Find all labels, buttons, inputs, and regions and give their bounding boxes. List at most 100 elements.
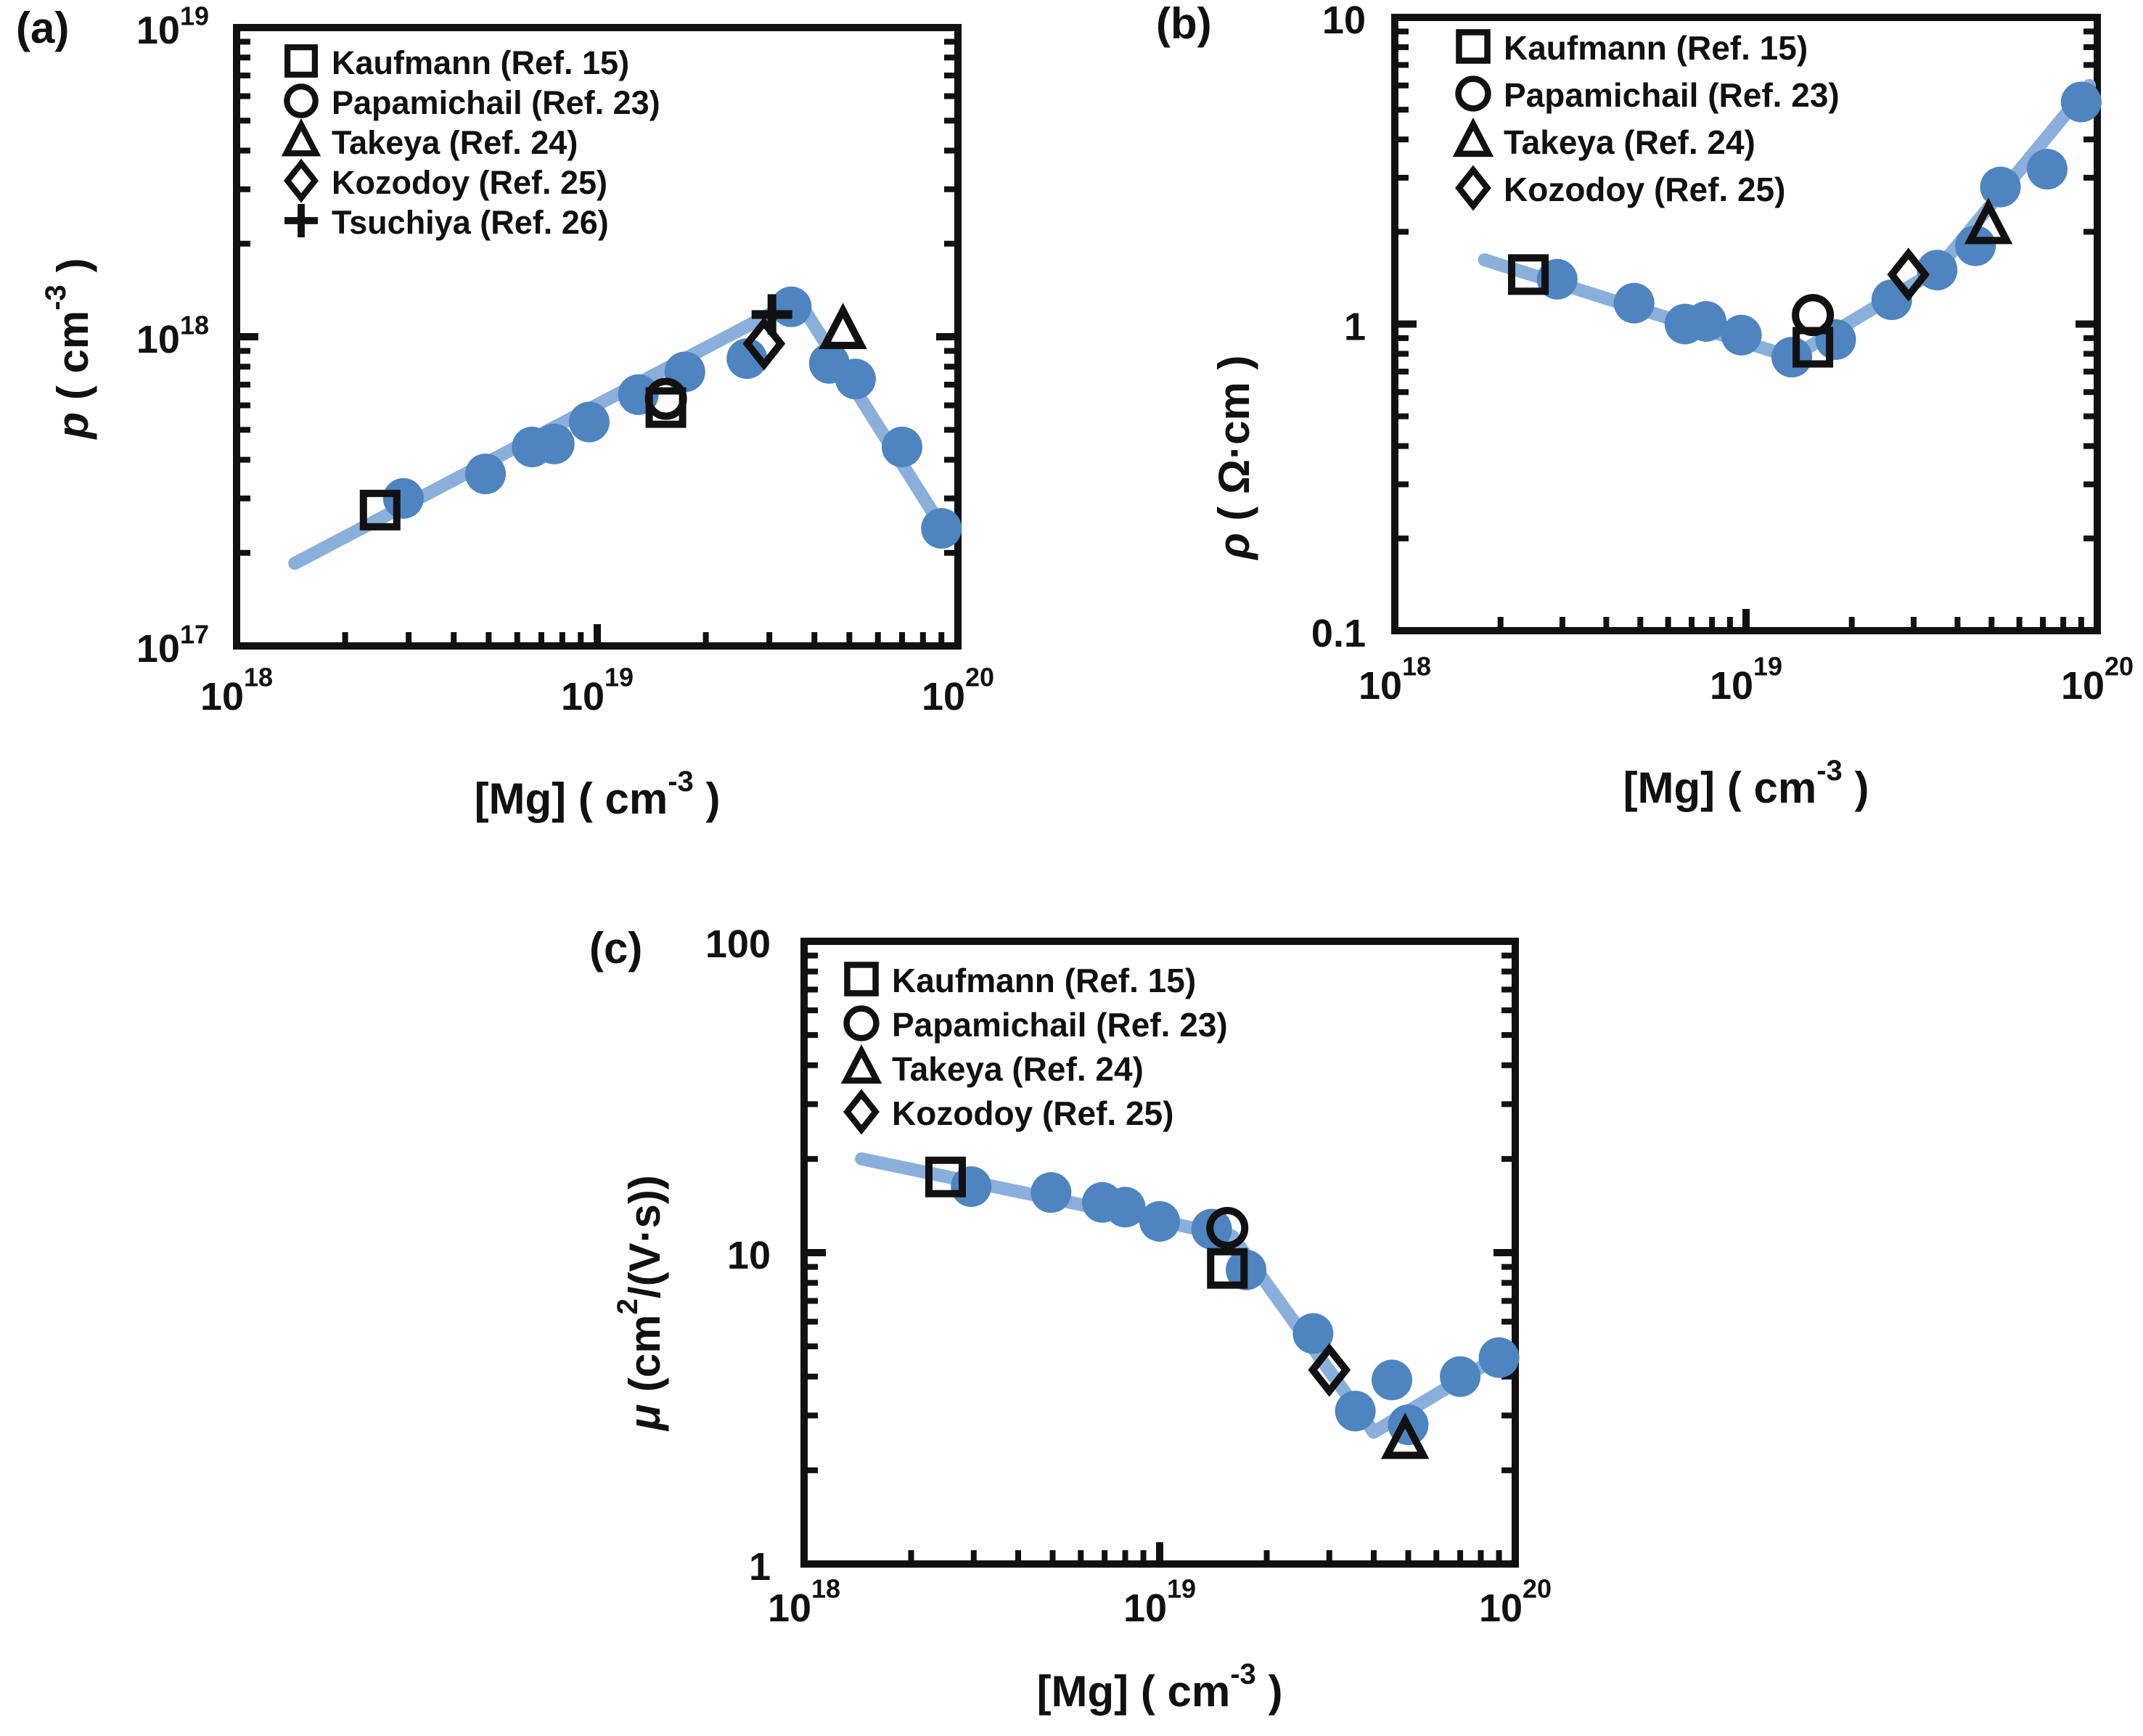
panel-a-data-point xyxy=(771,286,812,327)
panel-b-data-point xyxy=(1917,250,1958,291)
panel-b-data-point xyxy=(2026,149,2068,190)
panel-c-data-point xyxy=(1372,1359,1413,1401)
legend-item: Kozodoy (Ref. 25) xyxy=(1455,165,1785,211)
legend-item: Kozodoy (Ref. 25) xyxy=(283,158,607,203)
panel-b-x-axis-title: [Mg] ( cm-3 ) xyxy=(1623,755,1869,811)
open-square-icon xyxy=(844,962,879,996)
panel-c-data-point xyxy=(1105,1187,1146,1228)
panel-c-ticks xyxy=(804,952,1515,1564)
panel-a-data-point xyxy=(921,508,962,549)
legend-item: Takeya (Ref. 24) xyxy=(281,118,578,161)
legend-item-label: Takeya (Ref. 24) xyxy=(1504,123,1755,161)
panel-a-x-tick-label: 1018 xyxy=(200,663,273,719)
panel-b-y-tick-label: 10 xyxy=(1322,0,1366,42)
panel-c-legend: Kaufmann (Ref. 15) Papamichail (Ref. 23) T… xyxy=(840,962,1228,1135)
panel-b-data-point xyxy=(2060,81,2102,123)
panel-b-ref-point-open-circle xyxy=(1792,294,1835,337)
panel-a-data-point xyxy=(465,454,507,495)
legend-item-label: Kaufmann (Ref. 15) xyxy=(332,44,629,81)
panel-a-data-point xyxy=(882,426,923,467)
legend-item-label: Kaufmann (Ref. 15) xyxy=(1504,29,1808,67)
panel-c-ref-point-open-circle xyxy=(1206,1207,1249,1250)
panel-a-x-tick-label: 1020 xyxy=(922,663,994,719)
panel-a-data-point xyxy=(533,423,575,464)
panel-a-y-tick-label: 1018 xyxy=(136,310,209,361)
open-diamond-icon xyxy=(843,1089,880,1135)
legend-item-label: Kozodoy (Ref. 25) xyxy=(1504,171,1785,208)
open-circle-icon xyxy=(284,83,319,118)
panel-c-x-tick-label: 1020 xyxy=(1479,1574,1552,1631)
panel-b-ticks xyxy=(1395,28,2097,631)
panel-a-ref-point-open-circle xyxy=(644,377,687,420)
panel-a-y-axis-title: p ( cm-3 ) xyxy=(40,258,97,441)
panel-a-ticks xyxy=(237,38,958,646)
panel-b-legend: Kaufmann (Ref. 15) Papamichail (Ref. 23) T… xyxy=(1452,29,1840,211)
open-diamond-icon xyxy=(1455,165,1491,211)
panel-b-x-tick-label: 1020 xyxy=(2061,652,2134,708)
panel-a-data-point xyxy=(568,401,610,443)
legend-item-label: Kaufmann (Ref. 15) xyxy=(892,962,1196,999)
panel-b-data-point xyxy=(1871,279,1912,321)
panel-c-y-axis-title: μ (cm2/(V·s)) xyxy=(612,1175,668,1432)
panel-c-y-tick-label: 1 xyxy=(749,1545,771,1589)
plus-icon xyxy=(284,204,318,237)
panel-c-data-point xyxy=(1030,1172,1072,1213)
panel-a-x-tick-label: 1019 xyxy=(561,663,634,719)
panel-c-x-axis-title: [Mg] ( cm-3 ) xyxy=(1037,1658,1283,1715)
panel-c-data-point xyxy=(1139,1200,1180,1242)
legend-item-label: Papamichail (Ref. 23) xyxy=(892,1006,1228,1044)
panel-b-ref-point-open-diamond xyxy=(1887,247,1930,302)
panel-c-x-tick-label: 1019 xyxy=(1123,1574,1196,1631)
panel-b-data-point xyxy=(1613,282,1655,324)
panel-c-data-point xyxy=(1335,1391,1376,1432)
panel-a-ref-point-open-square xyxy=(359,489,401,531)
panel-c-ref-point-open-diamond xyxy=(1308,1343,1351,1397)
panel-b-label: (b) xyxy=(1156,0,1212,48)
panel-c-y-tick-label: 100 xyxy=(705,922,771,966)
panel-a-label: (a) xyxy=(16,4,69,52)
panel-b-ref-point-open-square xyxy=(1508,254,1549,295)
panel-a-ref-point-open-triangle xyxy=(819,303,867,349)
panel-c-y-tick-label: 10 xyxy=(727,1234,771,1277)
legend-item: Kaufmann (Ref. 15) xyxy=(1456,29,1808,67)
legend-item: Papamichail (Ref. 23) xyxy=(1455,75,1840,114)
open-circle-icon xyxy=(1455,75,1491,112)
panel-b-data-point xyxy=(1815,319,1856,360)
legend-item: Kaufmann (Ref. 15) xyxy=(844,962,1196,999)
panel-b-x-tick-label: 1018 xyxy=(1359,652,1431,708)
panel-c: 1018 1019 1020 100 10 1 [Mg] ( cm-3 ) μ (cm2/(V… xyxy=(589,922,1552,1716)
legend-item: Papamichail (Ref. 23) xyxy=(843,1005,1228,1044)
panel-a-y-tick-label: 1017 xyxy=(136,619,209,671)
open-square-icon xyxy=(1456,29,1491,64)
panel-b-data-point xyxy=(1980,166,2021,208)
panel-b-data-point xyxy=(1721,314,1762,356)
panel-a-data-point xyxy=(726,338,768,380)
open-triangle-icon xyxy=(840,1044,882,1084)
open-diamond-icon xyxy=(283,158,319,203)
legend-item: Tsuchiya (Ref. 26) xyxy=(284,204,609,241)
legend-item: Takeya (Ref. 24) xyxy=(840,1044,1144,1088)
legend-item-label: Papamichail (Ref. 23) xyxy=(1504,76,1840,114)
panel-c-data-point xyxy=(951,1166,992,1207)
panel-c-ref-point-open-square xyxy=(925,1156,966,1197)
panel-b-y-tick-label: 1 xyxy=(1344,306,1366,349)
panel-b: 1018 1019 1020 10 1 0.1 [Mg] ( cm-3 ) ρ ( Ω·cm … xyxy=(1156,0,2134,812)
legend-item-label: Kozodoy (Ref. 25) xyxy=(332,164,607,201)
panel-b-ref-point-open-triangle xyxy=(1964,197,2013,245)
open-triangle-icon xyxy=(1452,117,1494,157)
panel-b-x-tick-label: 1019 xyxy=(1710,652,1782,708)
legend-item-label: Kozodoy (Ref. 25) xyxy=(892,1094,1173,1132)
panel-a-ref-point-plus xyxy=(751,294,792,335)
legend-item: Kozodoy (Ref. 25) xyxy=(843,1089,1173,1135)
panel-c-data-point xyxy=(1440,1356,1481,1397)
legend-item: Papamichail (Ref. 23) xyxy=(284,83,660,121)
panel-c-ref-point-open-triangle xyxy=(1380,1412,1430,1459)
panel-a-y-tick-label: 1019 xyxy=(136,1,209,52)
open-triangle-icon xyxy=(281,118,321,157)
open-circle-icon xyxy=(843,1005,880,1041)
panel-a-data-point xyxy=(382,478,424,519)
legend-item-label: Takeya (Ref. 24) xyxy=(892,1050,1144,1088)
